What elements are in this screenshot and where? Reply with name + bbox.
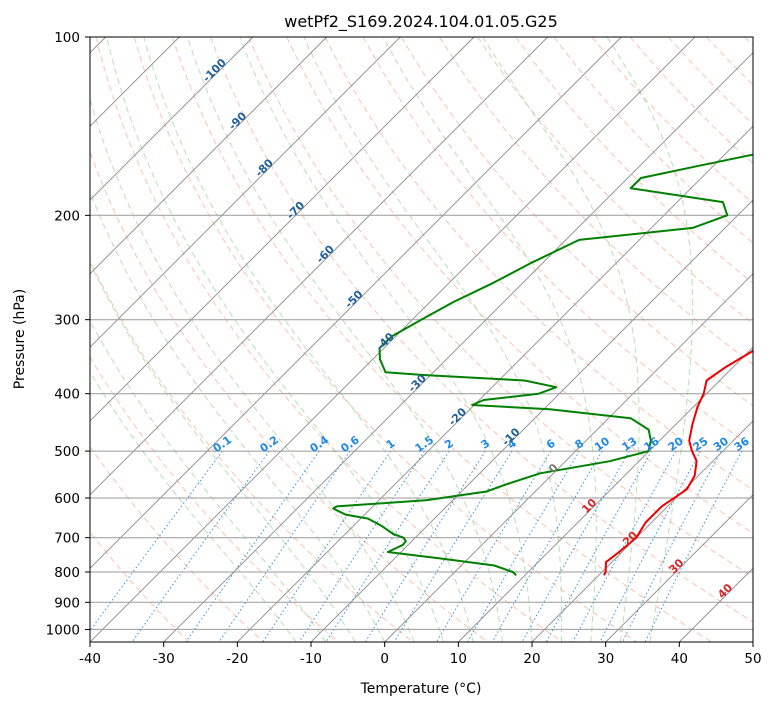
y-tick-label: 700	[54, 531, 80, 547]
y-tick-label: 200	[54, 208, 80, 224]
x-axis-label: Temperature (°C)	[360, 681, 482, 697]
x-tick-label: -20	[226, 651, 248, 667]
x-tick-label: -40	[79, 651, 101, 667]
x-tick-label: 30	[597, 651, 614, 667]
y-tick-label: 300	[54, 313, 80, 329]
x-tick-label: 50	[744, 651, 761, 667]
y-tick-label: 400	[54, 387, 80, 403]
x-tick-label: 20	[523, 651, 540, 667]
y-axis-label: Pressure (hPa)	[12, 289, 28, 389]
x-tick-label: 40	[671, 651, 688, 667]
y-tick-label: 500	[54, 444, 80, 460]
y-tick-label: 800	[54, 565, 80, 581]
y-tick-label: 1000	[46, 622, 80, 638]
y-tick-label: 100	[54, 30, 80, 46]
y-tick-label: 600	[54, 491, 80, 507]
x-tick-label: -10	[300, 651, 322, 667]
x-tick-label: 10	[450, 651, 467, 667]
x-tick-label: -30	[153, 651, 175, 667]
y-tick-label: 900	[54, 595, 80, 611]
x-tick-label: 0	[380, 651, 389, 667]
chart-title: wetPf2_S169.2024.104.01.05.G25	[284, 12, 558, 32]
